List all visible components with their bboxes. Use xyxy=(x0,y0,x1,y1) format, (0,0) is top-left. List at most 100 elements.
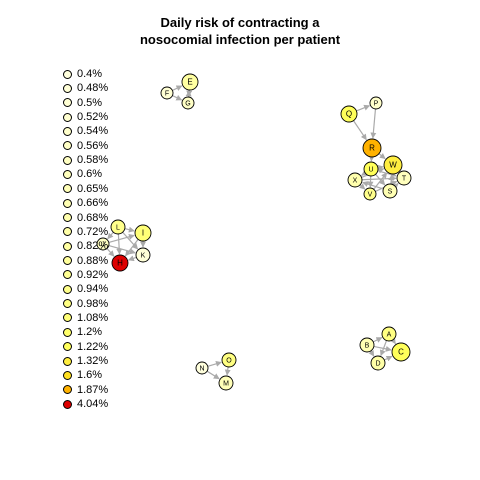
legend-item: 0.6% xyxy=(63,167,102,181)
legend-label: 0.98% xyxy=(77,297,109,310)
legend-label: 0.54% xyxy=(77,125,109,138)
legend-label: 1.2% xyxy=(77,326,103,339)
legend-swatch xyxy=(63,69,72,79)
legend-label: 0.58% xyxy=(77,154,109,167)
node-G: G xyxy=(181,96,195,110)
node-N: N xyxy=(195,361,209,375)
legend-item: 0.82% xyxy=(63,239,108,253)
node-B: B xyxy=(359,337,375,353)
node-F: F xyxy=(160,86,174,100)
node-label: G xyxy=(185,101,190,108)
node-circle xyxy=(340,105,358,123)
node-circle xyxy=(363,161,379,177)
node-C: C xyxy=(391,342,411,362)
legend-swatch xyxy=(63,169,72,179)
node-H: H xyxy=(111,254,129,272)
edge-O-M xyxy=(224,366,231,376)
node-circle xyxy=(111,254,129,272)
legend-label: 0.66% xyxy=(77,197,109,210)
node-circle xyxy=(363,187,377,201)
legend-item: 1.87% xyxy=(63,383,108,397)
legend-item: 0.72% xyxy=(63,225,108,239)
node-circle xyxy=(221,352,237,368)
edge-F-G xyxy=(172,94,183,101)
legend-swatch xyxy=(63,385,72,395)
edge-S-X xyxy=(362,181,384,190)
legend-item: 0.4% xyxy=(63,67,102,81)
legend-swatch xyxy=(63,399,72,409)
node-P: P xyxy=(369,96,383,110)
legend-label: 1.08% xyxy=(77,311,109,324)
legend-item: 0.65% xyxy=(63,182,108,196)
node-label: A xyxy=(387,332,392,339)
node-label: W xyxy=(389,161,397,170)
legend-label: 0.56% xyxy=(77,139,109,152)
legend-swatch xyxy=(63,126,72,136)
node-V: V xyxy=(363,187,377,201)
edge-E-G xyxy=(186,89,193,97)
legend-label: 0.92% xyxy=(77,268,109,281)
node-label: P xyxy=(374,101,379,108)
node-D: D xyxy=(370,355,386,371)
node-label: N xyxy=(199,366,204,373)
node-label: L xyxy=(116,225,120,232)
legend-item: 1.6% xyxy=(63,368,102,382)
edge-A-D xyxy=(379,340,388,357)
legend-swatch xyxy=(63,270,72,280)
node-circle xyxy=(96,237,110,251)
node-circle xyxy=(362,138,382,158)
node-S: S xyxy=(382,183,398,199)
node-label: R xyxy=(369,144,375,153)
node-label: X xyxy=(353,178,358,185)
legend-swatch xyxy=(63,198,72,208)
edge-I-H xyxy=(124,238,139,257)
node-circle xyxy=(160,86,174,100)
edge-L-J xyxy=(107,231,114,240)
edge-K-H xyxy=(127,255,137,262)
node-circle xyxy=(359,337,375,353)
edge-L-H xyxy=(116,233,123,255)
legend-item: 0.58% xyxy=(63,153,108,167)
legend-swatch xyxy=(63,98,72,108)
edge-S-W xyxy=(388,174,395,185)
node-label: V xyxy=(368,192,373,199)
node-J: J xyxy=(96,237,110,251)
legend-label: 0.82% xyxy=(77,240,109,253)
node-label: S xyxy=(388,189,393,196)
node-layer: E F G Q P R U WT X S V L I J K H A B C D O N M xyxy=(96,73,412,391)
edge-J-K xyxy=(108,245,136,255)
edge-L-K xyxy=(122,231,139,250)
node-U: U xyxy=(363,161,379,177)
edge-L-I xyxy=(124,226,135,233)
node-label: T xyxy=(402,176,407,183)
legend-label: 0.48% xyxy=(77,82,109,95)
legend-swatch xyxy=(63,83,72,93)
legend-item: 0.52% xyxy=(63,110,108,124)
legend-item: 0.48% xyxy=(63,81,108,95)
node-label: D xyxy=(375,361,380,368)
edge-U-S xyxy=(375,173,386,186)
node-Q: Q xyxy=(340,105,358,123)
legend-label: 0.6% xyxy=(77,168,103,181)
edge-J-H xyxy=(106,248,115,257)
node-circle xyxy=(135,247,151,263)
edge-R-W xyxy=(378,152,386,160)
legend-item: 1.2% xyxy=(63,325,102,339)
legend-item: 0.98% xyxy=(63,297,108,311)
edge-V-W xyxy=(373,172,388,190)
legend-swatch xyxy=(63,342,72,352)
edge-layer xyxy=(106,85,399,380)
node-L: L xyxy=(110,219,126,235)
legend-label: 0.94% xyxy=(77,283,109,296)
node-circle xyxy=(110,219,126,235)
node-circle xyxy=(369,96,383,110)
node-label: Q xyxy=(346,110,352,119)
node-circle xyxy=(195,361,209,375)
node-label: U xyxy=(368,167,373,174)
edge-D-C xyxy=(384,355,393,362)
node-O: O xyxy=(221,352,237,368)
node-circle xyxy=(381,326,397,342)
node-A: A xyxy=(381,326,397,342)
edge-U-W xyxy=(377,164,384,171)
